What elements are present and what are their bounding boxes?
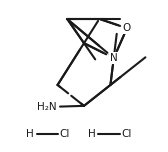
Text: H: H bbox=[26, 129, 34, 139]
Text: N: N bbox=[110, 53, 118, 63]
Text: Cl: Cl bbox=[60, 129, 70, 139]
Text: H: H bbox=[88, 129, 95, 139]
Text: H₂N: H₂N bbox=[37, 102, 57, 112]
Text: O: O bbox=[123, 23, 131, 33]
Text: Cl: Cl bbox=[121, 129, 131, 139]
